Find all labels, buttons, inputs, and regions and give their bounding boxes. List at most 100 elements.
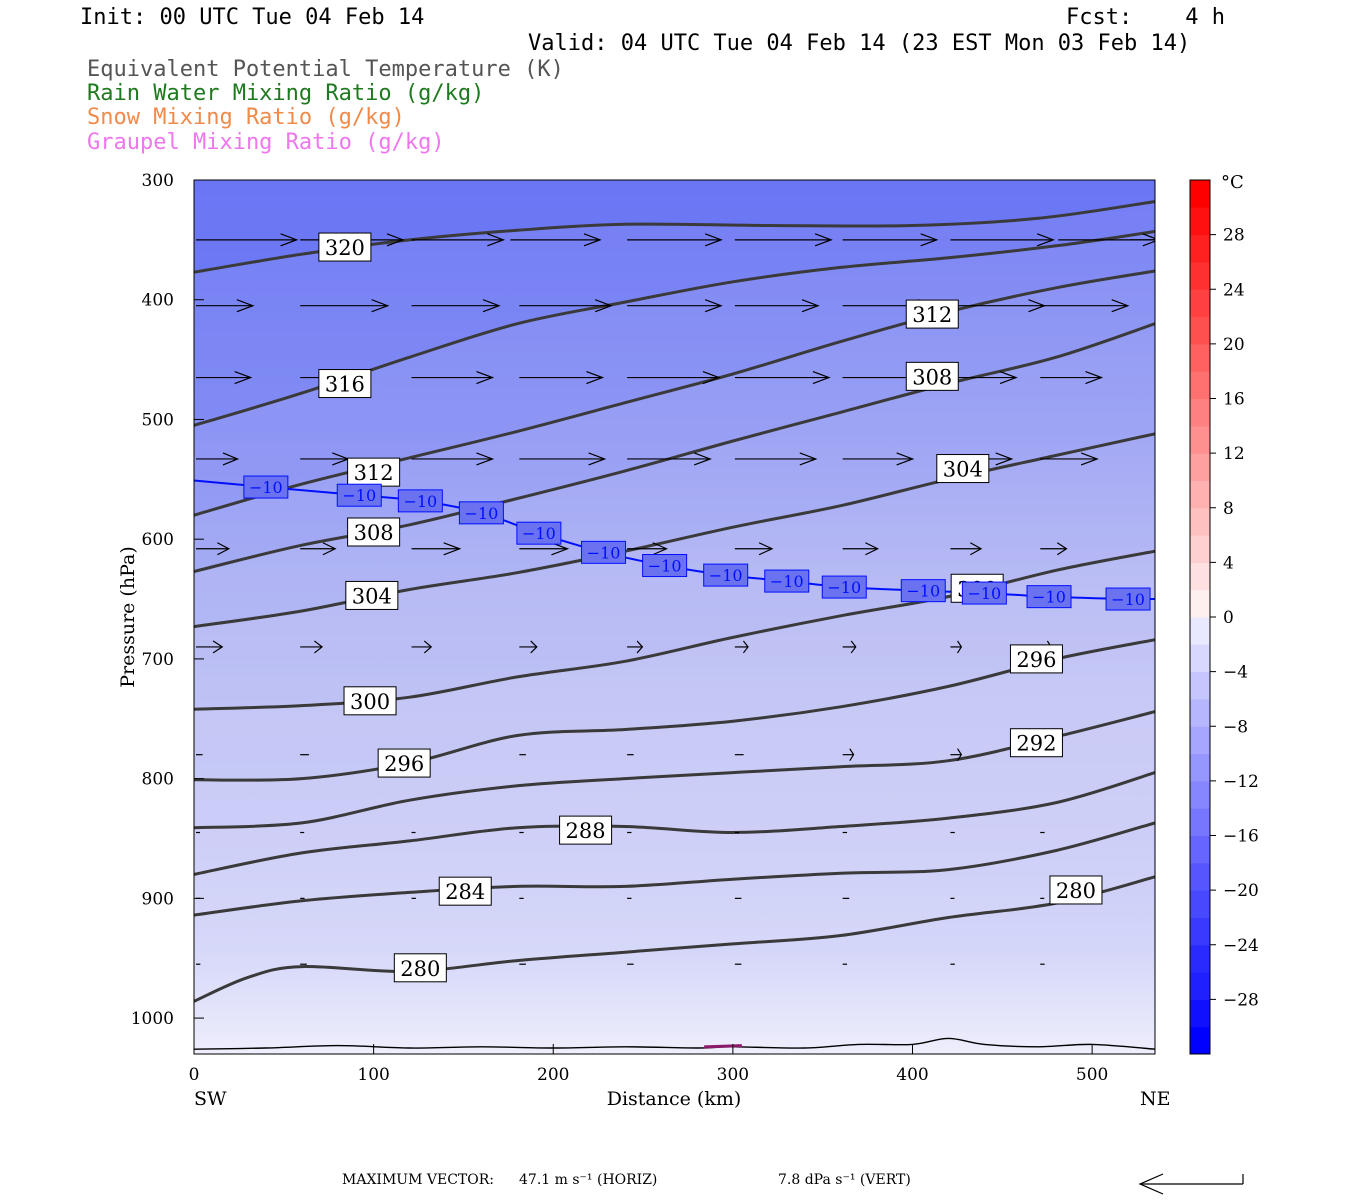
wind-arrow bbox=[950, 748, 963, 762]
x-tick-label: 200 bbox=[537, 1065, 569, 1085]
isotherm-label: −10 bbox=[1105, 587, 1151, 611]
legend-snow: Snow Mixing Ratio (g/kg) bbox=[87, 105, 405, 130]
wind-arrow bbox=[300, 299, 390, 313]
wind-arrow bbox=[196, 640, 224, 654]
isotherm-label-text: −10 bbox=[587, 543, 621, 562]
theta-e-label: 300 bbox=[343, 686, 397, 716]
wind-arrow-head bbox=[530, 640, 538, 654]
colorbar-unit: °C bbox=[1221, 172, 1244, 193]
wind-arrow-head bbox=[801, 299, 820, 313]
x-tick-label: 0 bbox=[189, 1065, 200, 1085]
wind-arrow bbox=[734, 452, 818, 466]
wind-arrow bbox=[411, 299, 501, 313]
wind-arrow bbox=[196, 370, 253, 385]
theta-e-label-box bbox=[936, 454, 990, 484]
wind-arrow-head bbox=[799, 452, 818, 466]
wind-arrow-head bbox=[423, 640, 433, 654]
isotherm-label: −10 bbox=[821, 575, 867, 599]
theta-e-label: 280 bbox=[393, 953, 447, 983]
isotherm-label-box bbox=[764, 569, 810, 593]
isotherm-label-box bbox=[581, 540, 627, 564]
wind-arrow-head bbox=[702, 370, 721, 385]
wind-arrow-head bbox=[704, 233, 723, 247]
isotherm-label-text: −10 bbox=[648, 557, 682, 576]
isotherm-label: −10 bbox=[516, 521, 562, 545]
wind-arrow-head bbox=[1085, 370, 1104, 385]
isotherm-label-text: −10 bbox=[1111, 590, 1145, 609]
wind-arrow bbox=[842, 542, 880, 556]
colorbar-tick-label: −8 bbox=[1223, 717, 1248, 737]
wind-arrow-head bbox=[476, 452, 495, 466]
legend-graupel: Graupel Mixing Ratio (g/kg) bbox=[87, 130, 445, 155]
colorbar-swatch bbox=[1190, 972, 1210, 1000]
theta-e-label-text: 284 bbox=[445, 880, 485, 904]
isotherm-label: −10 bbox=[703, 563, 749, 587]
colorbar-tick-label: 28 bbox=[1223, 226, 1245, 246]
max-vector-horiz: 47.1 m s⁻¹ (HORIZ) bbox=[519, 1172, 658, 1188]
theta-e-label: 304 bbox=[345, 580, 399, 610]
colorbar-tick-label: 20 bbox=[1223, 335, 1245, 355]
theta-e-label: 304 bbox=[936, 454, 990, 484]
wind-arrow-head bbox=[999, 370, 1018, 385]
wind-arrow-head bbox=[217, 542, 231, 556]
theta-e-label: 308 bbox=[905, 361, 959, 391]
wind-arrow bbox=[842, 748, 855, 762]
colorbar-swatch bbox=[1190, 535, 1210, 563]
isotherm-label: −10 bbox=[900, 579, 946, 603]
wind-arrow bbox=[734, 233, 833, 247]
theta-e-label-box bbox=[377, 748, 431, 778]
colorbar-tick-label: 12 bbox=[1223, 444, 1245, 464]
theta-e-label-box bbox=[318, 369, 372, 399]
theta-e-label-text: 280 bbox=[1056, 879, 1096, 903]
colorbar-swatch bbox=[1190, 671, 1210, 700]
temp-band bbox=[194, 180, 1155, 781]
theta-e-label-text: 292 bbox=[1016, 732, 1056, 756]
colorbar-swatch bbox=[1190, 917, 1210, 946]
isotherm-label: −10 bbox=[336, 483, 382, 507]
plot-frame bbox=[193, 179, 1156, 1055]
theta-e-label-text: 300 bbox=[350, 690, 390, 714]
wind-arrow-head bbox=[896, 452, 915, 466]
wind-arrow-head bbox=[849, 748, 855, 762]
theta-e-label: 320 bbox=[318, 232, 372, 262]
x-tick-label: 300 bbox=[717, 1065, 749, 1085]
colorbar-tick-label: 4 bbox=[1223, 553, 1234, 573]
theta-e-label-text: 308 bbox=[912, 365, 952, 389]
colorbar-swatch bbox=[1190, 726, 1210, 755]
theta-e-label-box bbox=[905, 299, 959, 329]
colorbar: 28 24 20 16 12 8 4 0 −4 −8 −12 −16 −20 −24 −28 bbox=[1189, 179, 1259, 1055]
wind-vectors bbox=[196, 233, 1155, 965]
wind-arrow bbox=[627, 542, 668, 556]
isotherm-label-box bbox=[821, 575, 867, 599]
wind-arrow-head bbox=[920, 233, 939, 247]
wind-arrow bbox=[1040, 370, 1104, 385]
valid-time: Valid: 04 UTC Tue 04 Feb 14 (23 EST Mon … bbox=[528, 31, 1191, 56]
wind-arrow-head bbox=[487, 233, 506, 247]
isotherm-label: −10 bbox=[243, 475, 289, 499]
wind-arrow-head bbox=[970, 542, 983, 556]
theta-e-label-text: 288 bbox=[566, 819, 606, 843]
isotherm-label-text: −10 bbox=[827, 578, 861, 597]
wind-arrow-head bbox=[995, 452, 1014, 466]
temp-band bbox=[194, 180, 1155, 426]
colorbar-swatch bbox=[1190, 371, 1210, 399]
theta-e-label: 292 bbox=[1009, 728, 1063, 758]
wind-arrow-head bbox=[314, 640, 324, 654]
theta-e-line bbox=[194, 710, 1155, 830]
x-axis-label: Distance (km) bbox=[607, 1088, 742, 1110]
isotherm-label-text: −10 bbox=[342, 486, 376, 505]
wind-arrow bbox=[411, 233, 506, 247]
theta-e-label-text: 304 bbox=[352, 584, 392, 608]
wind-arrow bbox=[734, 542, 774, 556]
wind-arrow bbox=[300, 542, 337, 556]
y-tick-label: 600 bbox=[142, 530, 174, 550]
isotherm-label-text: −10 bbox=[709, 566, 743, 585]
wind-arrow bbox=[196, 452, 240, 466]
colorbar-swatch bbox=[1190, 999, 1210, 1028]
legend-rain: Rain Water Mixing Ratio (g/kg) bbox=[87, 81, 485, 106]
isotherm-label-text: −10 bbox=[522, 524, 556, 543]
colorbar-tick-label: −24 bbox=[1223, 936, 1259, 956]
theta-e-label-text: 296 bbox=[384, 752, 424, 776]
theta-e-label-text: 312 bbox=[354, 461, 394, 485]
